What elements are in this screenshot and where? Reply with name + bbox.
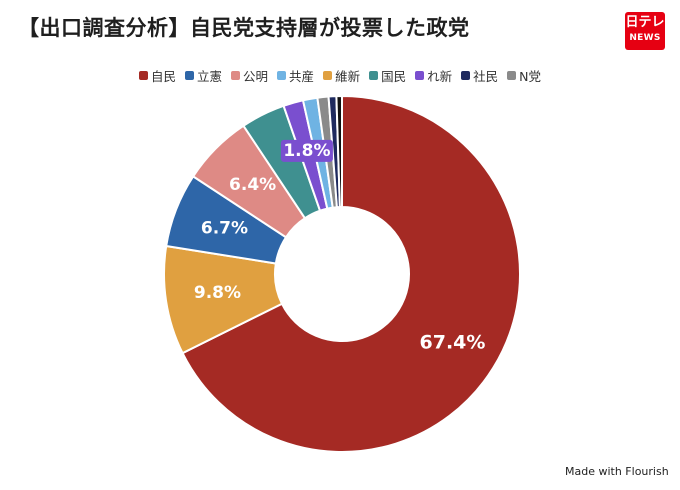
legend-item[interactable]: 立憲 [185, 66, 222, 85]
legend-label: 公明 [243, 69, 269, 84]
chart-title: 【出口調査分析】自民党支持層が投票した政党 [18, 16, 470, 40]
legend-label: 共産 [289, 69, 315, 84]
legend-item[interactable]: N党 [507, 66, 541, 85]
donut-slice[interactable] [335, 94, 343, 209]
logo-bottom-text: NEWS [629, 33, 661, 43]
legend-label: 社民 [473, 69, 499, 84]
legend-swatch [507, 71, 517, 80]
donut-slice[interactable] [181, 94, 521, 453]
data-label-background [280, 139, 333, 162]
legend-item[interactable]: 社民 [461, 66, 498, 85]
data-label: 67.4% [420, 332, 486, 354]
legend-label: N党 [519, 69, 541, 84]
legend-item[interactable]: 共産 [277, 66, 314, 85]
legend-swatch [139, 71, 148, 80]
data-label: 6.7% [201, 219, 248, 239]
legend-swatch [277, 71, 287, 80]
data-label: 9.8% [194, 283, 241, 303]
legend-swatch [461, 71, 471, 80]
chart-legend: 自民 立憲 公明 共産 維新 国民 れ新 社民 N党 [0, 66, 680, 85]
legend-label: 立憲 [197, 69, 223, 84]
legend-item[interactable]: 国民 [369, 66, 406, 85]
data-label: 6.4% [229, 175, 276, 195]
legend-item[interactable]: 自民 [139, 66, 176, 85]
legend-label: れ新 [427, 69, 453, 84]
flourish-credit[interactable]: Made with Flourish [565, 465, 669, 478]
legend-item[interactable]: 公明 [231, 66, 268, 85]
legend-swatch [185, 71, 195, 80]
legend-label: 維新 [335, 69, 361, 84]
legend-swatch [415, 71, 425, 80]
broadcaster-logo: 日テレ NEWS [625, 12, 665, 50]
legend-swatch [231, 71, 241, 80]
legend-item[interactable]: れ新 [415, 66, 452, 85]
legend-swatch [323, 71, 333, 80]
legend-item[interactable]: 維新 [323, 66, 360, 85]
legend-label: 国民 [381, 69, 407, 84]
data-label: 1.8% [283, 141, 330, 161]
logo-top-text: 日テレ [625, 15, 665, 30]
legend-swatch [369, 71, 379, 80]
legend-label: 自民 [151, 69, 177, 84]
